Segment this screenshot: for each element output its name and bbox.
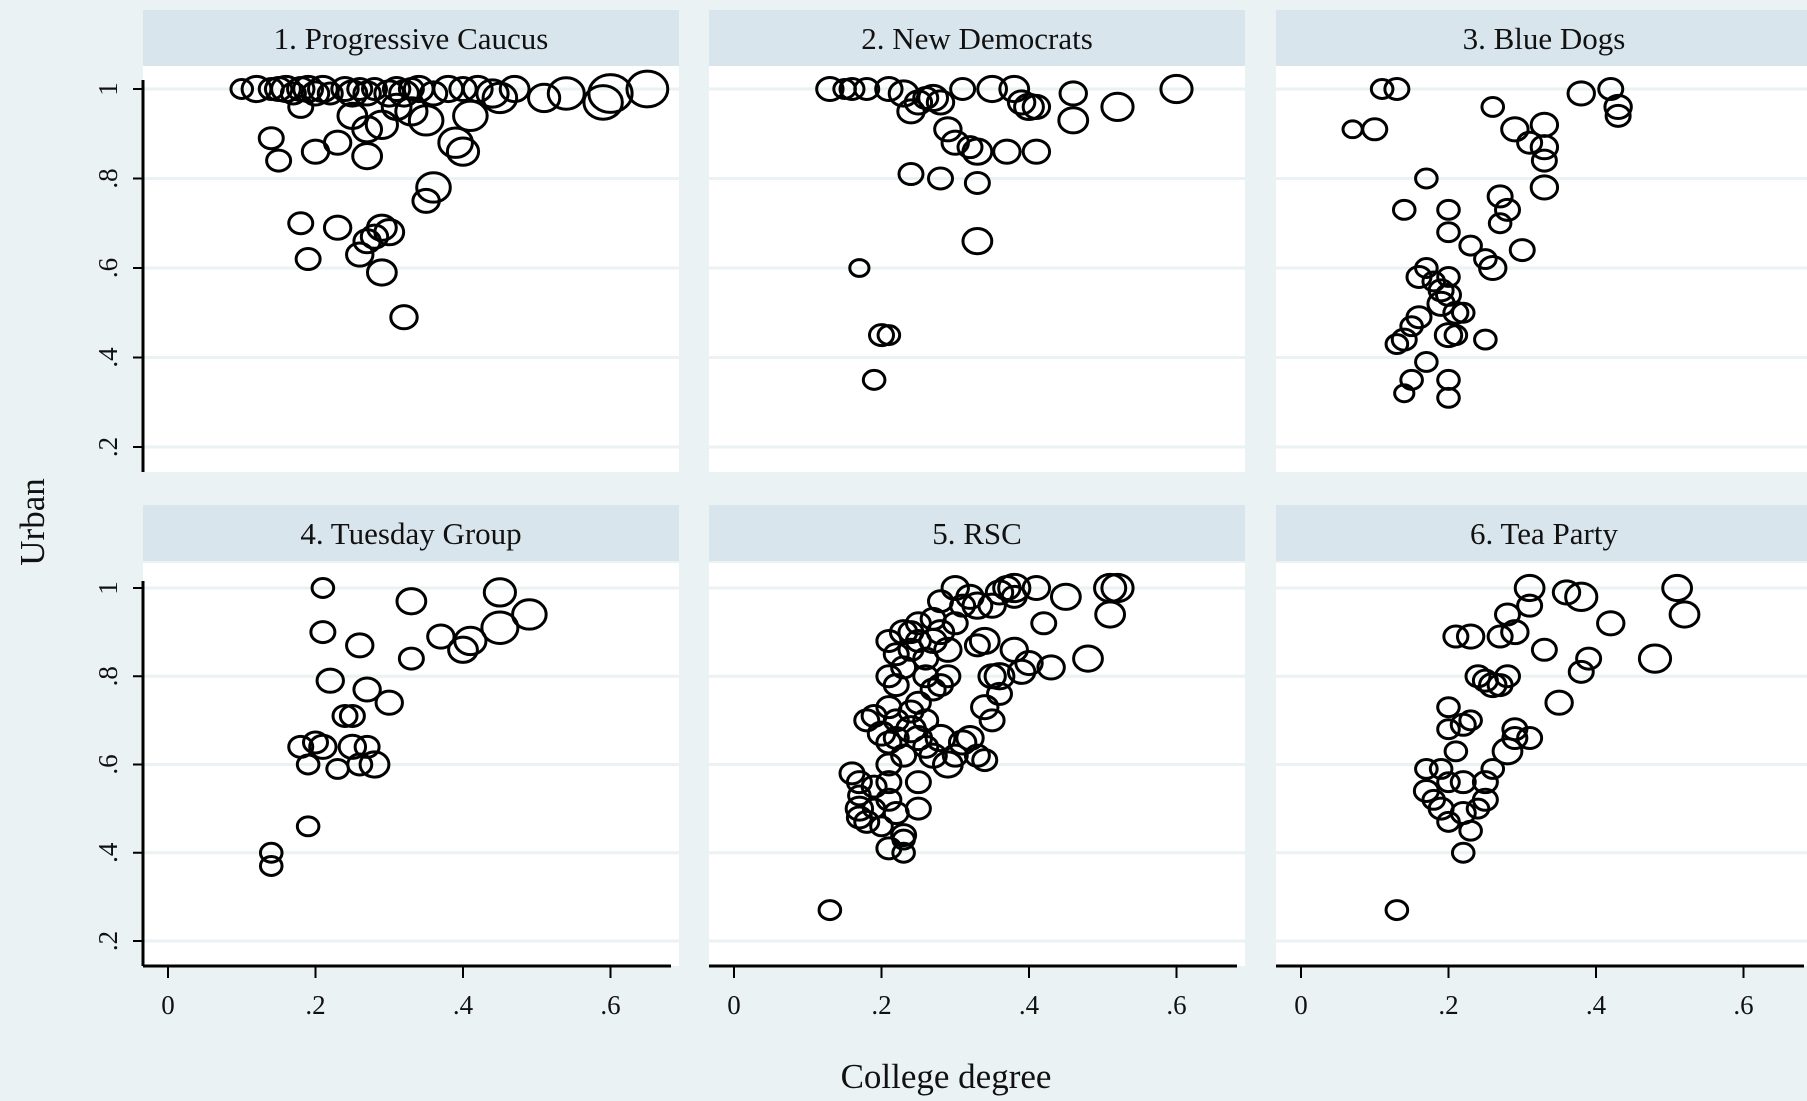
y-tick-label: .4 <box>93 347 123 368</box>
x-tick-label: 0 <box>1294 990 1308 1020</box>
y-tick-label: 1 <box>93 82 123 96</box>
x-tick-label: .4 <box>1586 990 1607 1020</box>
panel-2: 2. New Democrats <box>709 10 1245 472</box>
panel-1: 1. Progressive Caucus .2 .4 .6 .8 1 <box>93 10 679 472</box>
panel-grid: 1. Progressive Caucus .2 .4 .6 .8 1 2. New Dem… <box>93 10 1807 1020</box>
panel-title: 4. Tuesday Group <box>300 516 521 551</box>
panel-title: 5. RSC <box>932 516 1022 551</box>
y-axis-title: Urban <box>13 478 52 565</box>
x-tick-label: .2 <box>1438 990 1458 1020</box>
panel-title: 6. Tea Party <box>1470 516 1618 551</box>
y-tick-label: .6 <box>93 754 123 774</box>
panel-title: 1. Progressive Caucus <box>274 21 549 56</box>
x-tick-label: 0 <box>727 990 741 1020</box>
y-tick-label: .4 <box>93 842 123 863</box>
x-tick-label: .4 <box>453 990 474 1020</box>
panel-title: 2. New Democrats <box>861 21 1093 56</box>
panel-4: 4. Tuesday Group .2 .4 .6 .8 1 0 .2 .4 .6 <box>93 505 679 1020</box>
panel-3: 3. Blue Dogs <box>1276 10 1807 472</box>
x-tick-label: 0 <box>161 990 175 1020</box>
y-tick-label: .8 <box>93 168 123 188</box>
y-tick-label: .8 <box>93 666 123 686</box>
x-tick-label: .2 <box>305 990 325 1020</box>
x-tick-label: .4 <box>1019 990 1040 1020</box>
y-tick-label: .2 <box>93 931 123 951</box>
x-tick-label: .2 <box>871 990 891 1020</box>
y-tick-label: .2 <box>93 437 123 457</box>
y-tick-label: .6 <box>93 258 123 278</box>
panel-title: 3. Blue Dogs <box>1463 21 1626 56</box>
x-tick-label: .6 <box>1166 990 1186 1020</box>
panel-5: 5. RSC 0 .2 .4 .6 <box>709 505 1245 1020</box>
y-tick-label: 1 <box>93 581 123 595</box>
x-axis-title: College degree <box>841 1057 1052 1096</box>
x-tick-label: .6 <box>1733 990 1753 1020</box>
panel-6: 6. Tea Party 0 .2 .4 .6 <box>1276 505 1807 1020</box>
x-tick-label: .6 <box>600 990 620 1020</box>
